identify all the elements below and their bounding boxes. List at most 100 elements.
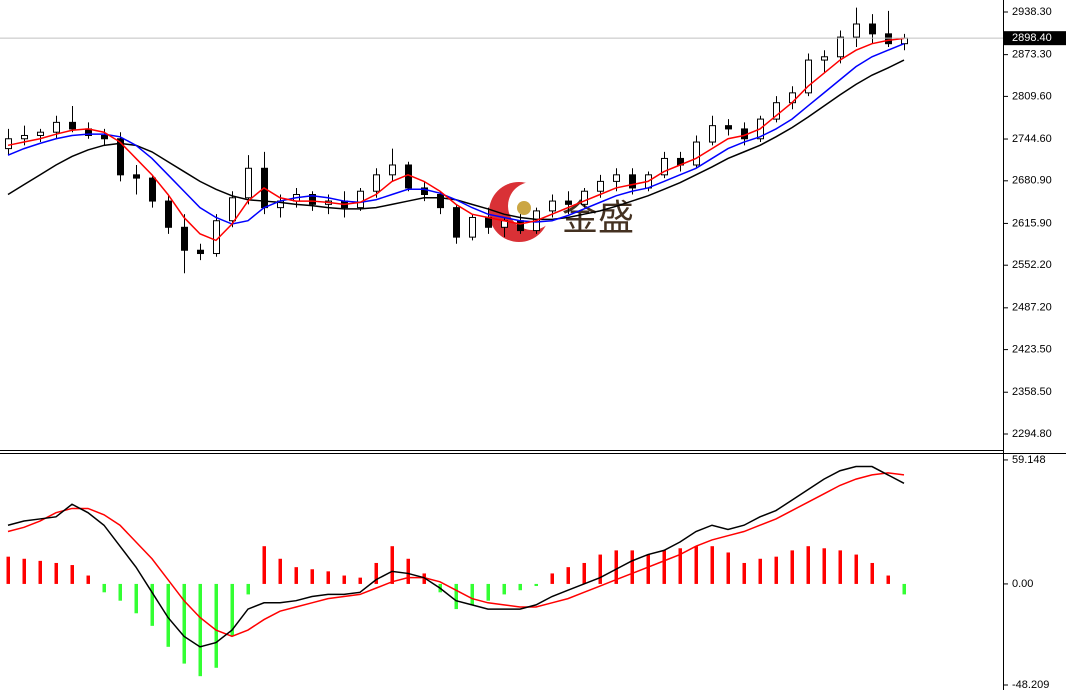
histogram-bar [70,565,74,584]
histogram-bar [310,569,314,584]
histogram-bar [134,583,138,614]
candle-body [869,23,876,35]
candle-body [53,121,60,133]
candle-body [421,187,428,196]
candle-body [133,174,140,179]
signal-line [7,472,905,638]
candle-body [101,134,108,140]
candle-body [117,138,124,176]
histogram-bar [486,583,490,601]
histogram-bar [470,583,474,605]
candle-body [357,190,364,209]
y-tick-label: 0.00 [1012,578,1033,590]
histogram-bar [38,560,42,584]
histogram-bar [214,583,218,668]
histogram-bar [118,583,122,601]
candle-body [837,36,844,58]
logo-dot [517,201,531,215]
histogram-bar [822,548,826,584]
last-price-box [1004,31,1066,46]
histogram-bar [534,583,538,587]
candle-body [885,33,892,45]
y-tick-label: 2615.90 [1012,217,1052,229]
histogram-bar [662,550,666,584]
histogram-bar [790,550,794,584]
histogram-bar [710,546,714,584]
candle-body [245,167,252,199]
candle-body [517,220,524,232]
histogram-bar [902,583,906,595]
histogram-bar [390,546,394,584]
y-tick-label: 59.148 [1012,454,1046,466]
histogram-bar [854,554,858,584]
histogram-bar [694,546,698,584]
histogram-bar [806,546,810,584]
y-tick-label: -48.209 [1012,679,1049,690]
histogram-bar [166,583,170,647]
candle-body [597,180,604,192]
candle-body [453,207,460,238]
candle-body [805,59,812,94]
histogram-bar [886,575,890,584]
candle-body [773,102,780,120]
histogram-bar [454,583,458,610]
candle-body [229,197,236,222]
histogram-bar [262,546,266,584]
candle-body [69,121,76,130]
y-tick-label: 2358.50 [1012,386,1052,398]
histogram-bar [198,583,202,677]
candle-body [629,174,636,189]
candle-body [581,190,588,205]
histogram-bar [614,550,618,584]
candle-body [709,125,716,143]
candle-body [5,138,12,150]
candle-body [437,194,444,209]
y-tick-label: 2552.20 [1012,259,1052,271]
y-tick-label: 2809.60 [1012,90,1052,102]
candle-body [309,194,316,205]
histogram-bar [726,552,730,584]
histogram-bar [182,583,186,664]
histogram-bar [278,558,282,584]
histogram-bar [758,558,762,584]
histogram-bar [774,556,778,584]
histogram-bar [230,583,234,637]
candle-body [693,141,700,166]
histogram-bar [870,562,874,584]
candle-body [613,174,620,182]
candle-body [485,216,492,228]
histogram-bar [566,567,570,584]
histogram-bar [550,573,554,584]
last-price-label: 2898.40 [1012,32,1052,44]
histogram-bar [54,562,58,584]
candle-body [149,177,156,202]
candle-body [821,56,828,61]
histogram-bar [598,554,602,584]
y-tick-label: 2423.50 [1012,344,1052,356]
candle-body [373,174,380,192]
histogram-bar [742,562,746,584]
histogram-bar [678,548,682,584]
candle-body [197,249,204,255]
histogram-bar [294,567,298,584]
y-tick-label: 2938.30 [1012,6,1052,18]
histogram-bar [326,571,330,584]
candle-body [181,226,188,251]
y-tick-label: 2744.60 [1012,133,1052,145]
candle-body [565,200,572,205]
moving-average [7,37,905,242]
histogram-bar [630,550,634,584]
histogram-bar [246,583,250,595]
y-tick-label: 2487.20 [1012,302,1052,314]
candle-body [21,134,28,140]
candle-body [549,200,556,212]
candle-body [469,216,476,238]
candle-body [165,200,172,228]
macd-line [7,465,905,648]
histogram-bar [6,556,10,584]
moving-average [7,42,905,225]
candle-body [661,157,668,176]
